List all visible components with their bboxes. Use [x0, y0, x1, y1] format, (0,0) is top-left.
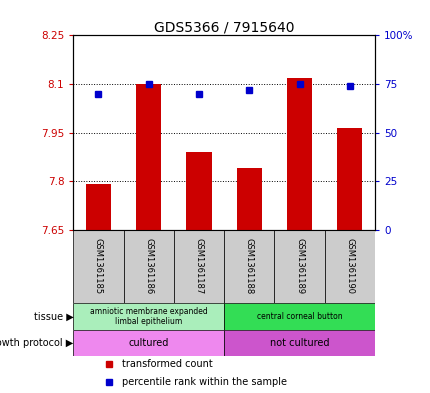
Bar [173, 230, 224, 303]
Bar [123, 230, 173, 303]
Text: central corneal button: central corneal button [256, 312, 341, 321]
Text: GSM1361188: GSM1361188 [244, 238, 253, 294]
Bar [224, 330, 374, 356]
Text: GSM1361186: GSM1361186 [144, 238, 153, 294]
Text: transformed count: transformed count [121, 359, 212, 369]
Bar [86, 184, 111, 230]
Text: percentile rank within the sample: percentile rank within the sample [121, 377, 286, 387]
Bar [224, 303, 374, 330]
Text: growth protocol ▶: growth protocol ▶ [0, 338, 73, 348]
Text: tissue ▶: tissue ▶ [34, 311, 73, 321]
Text: GSM1361190: GSM1361190 [344, 238, 353, 294]
Bar [224, 230, 274, 303]
Bar [286, 77, 311, 230]
Bar [274, 230, 324, 303]
Bar [186, 152, 211, 230]
Bar [324, 230, 374, 303]
Text: GSM1361185: GSM1361185 [94, 238, 103, 294]
Text: GSM1361189: GSM1361189 [295, 238, 303, 294]
Bar [236, 168, 261, 230]
Bar [73, 303, 224, 330]
Text: amniotic membrane expanded
limbal epithelium: amniotic membrane expanded limbal epithe… [89, 307, 207, 326]
Text: cultured: cultured [128, 338, 169, 348]
Bar [337, 128, 362, 230]
Bar [73, 230, 123, 303]
Title: GDS5366 / 7915640: GDS5366 / 7915640 [154, 20, 294, 34]
Text: GSM1361187: GSM1361187 [194, 238, 203, 294]
Bar [73, 330, 224, 356]
Text: not cultured: not cultured [269, 338, 329, 348]
Bar [136, 84, 161, 230]
